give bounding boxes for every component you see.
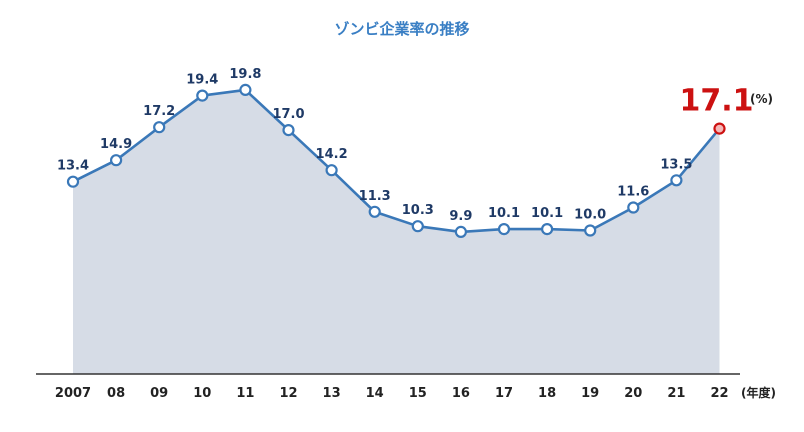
data-label: 10.1 — [488, 206, 520, 221]
x-tick-label: 14 — [366, 386, 384, 401]
data-point — [368, 205, 381, 218]
x-tick-label: 20 — [624, 386, 642, 401]
data-point — [196, 89, 209, 102]
x-tick-label: 16 — [452, 386, 470, 401]
x-tick-label: 2007 — [55, 386, 91, 401]
x-tick-label: 21 — [667, 386, 685, 401]
data-point — [153, 121, 166, 134]
x-tick-label: 09 — [150, 386, 168, 401]
y-unit-label: (%) — [750, 92, 773, 106]
data-label: 19.4 — [186, 73, 218, 88]
area-fill — [73, 89, 720, 375]
data-point — [411, 220, 424, 233]
data-point — [239, 83, 252, 97]
x-tick-label: 15 — [409, 386, 427, 401]
data-label: 9.9 — [449, 209, 472, 224]
data-point — [713, 122, 726, 135]
data-point — [540, 223, 554, 236]
data-label: 14.2 — [316, 147, 348, 162]
data-label: 19.8 — [229, 67, 261, 82]
data-label: 13.4 — [57, 159, 89, 174]
data-point — [584, 224, 597, 237]
data-point — [627, 201, 640, 214]
data-point — [109, 154, 123, 167]
x-tick-label: 18 — [538, 386, 556, 401]
data-label: 17.2 — [143, 104, 175, 119]
data-label: 11.6 — [617, 185, 649, 200]
x-tick-label: 10 — [193, 386, 211, 401]
x-tick-label: 22 — [710, 386, 728, 401]
series-line — [72, 88, 721, 234]
data-label: 10.0 — [574, 208, 606, 223]
x-tick-label: 11 — [236, 386, 254, 401]
data-point — [66, 175, 80, 188]
x-tick-label: 17 — [495, 386, 513, 401]
x-tick-label: 19 — [581, 386, 599, 401]
data-label: 10.1 — [531, 206, 563, 221]
data-label: 11.3 — [359, 189, 391, 204]
x-tick-label: 13 — [323, 386, 341, 401]
data-point — [670, 174, 683, 187]
data-label: 13.5 — [660, 157, 692, 172]
data-label: 14.9 — [100, 137, 132, 152]
data-point — [454, 225, 467, 238]
x-unit-label: (年度) — [741, 386, 776, 400]
data-point — [325, 164, 338, 177]
x-tick-label: 12 — [279, 386, 297, 401]
data-label: 17.1 — [679, 84, 753, 119]
data-point — [282, 124, 295, 137]
data-point — [497, 223, 511, 236]
chart-title: ゾンビ企業率の推移 — [334, 20, 470, 38]
x-tick-label: 08 — [107, 386, 125, 401]
data-label: 17.0 — [272, 107, 304, 122]
data-label: 10.3 — [402, 203, 434, 218]
